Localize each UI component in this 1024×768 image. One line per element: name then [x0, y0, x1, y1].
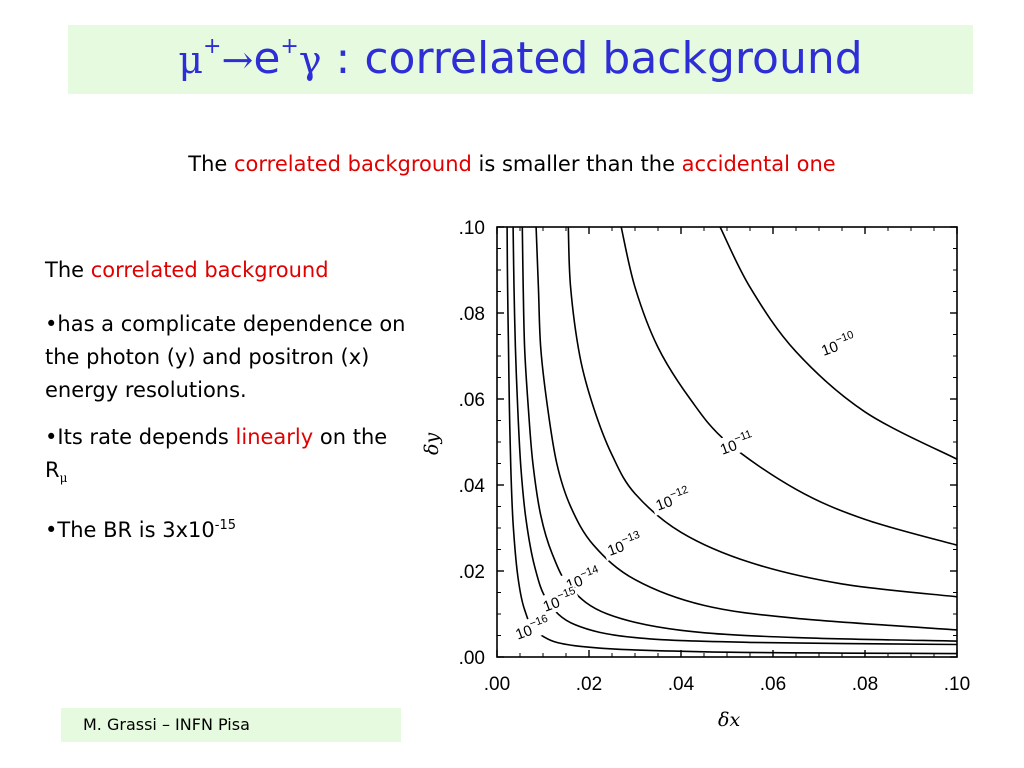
contour-label-base: 10	[541, 594, 562, 616]
x-tick-label: .02	[576, 674, 602, 695]
bullet2-highlight: linearly	[235, 425, 314, 449]
contour-label-bg	[713, 427, 758, 461]
slide-title: μ+→e+γ : correlated background	[68, 31, 973, 88]
x-axis-ticks: .00 .02 .04 .06 .08 .10	[484, 227, 970, 695]
y-tick-label: .02	[459, 562, 485, 583]
left-text-block: The correlated background •has a complic…	[45, 255, 410, 561]
title-mu: μ	[178, 38, 204, 82]
contour-label-bg	[508, 612, 553, 645]
y-axis-label: δy	[421, 433, 443, 455]
contour-lines	[506, 226, 958, 655]
bullet2-text-a: •Its rate depends	[45, 425, 236, 449]
contour-line	[567, 226, 958, 598]
x-tick-label: .10	[944, 674, 970, 695]
contour-label-exponent: −11	[733, 428, 754, 445]
subtitle-part-1: The	[188, 152, 235, 176]
contour-label: 10−10	[814, 328, 859, 362]
bullet2-text-c: on the R	[45, 425, 388, 482]
bullet-branching-ratio: •The BR is 3x10-15	[45, 509, 410, 547]
x-tick-label: .06	[760, 674, 786, 695]
contour-label-bg	[536, 584, 581, 618]
bullet3-exponent: -15	[214, 518, 236, 534]
contour-line	[506, 226, 958, 655]
contour-label: 10−11	[713, 427, 758, 461]
contour-line	[512, 226, 958, 646]
title-arrow: →	[221, 38, 254, 82]
title-gamma: γ	[298, 38, 322, 82]
contour-line	[521, 226, 958, 642]
contour-label: 10−16	[508, 612, 553, 645]
contour-line	[719, 226, 958, 460]
contour-label-base: 10	[654, 493, 675, 515]
title-e: e	[253, 33, 281, 84]
y-axis-ticks: .00 .02 .04 .06 .08 .10	[459, 218, 957, 669]
contour-label: 10−12	[648, 483, 694, 516]
title-rest: : correlated background	[321, 33, 863, 84]
title-banner: μ+→e+γ : correlated background	[68, 25, 973, 94]
contour-label-base: 10	[605, 538, 626, 560]
intro-highlight: correlated background	[90, 258, 329, 282]
x-tick-label: .00	[484, 674, 510, 695]
subtitle-part-3: is smaller than the	[471, 152, 682, 176]
contour-label-bg	[600, 528, 645, 562]
y-tick-label: .08	[459, 304, 485, 325]
contour-label: 10−13	[600, 528, 645, 562]
y-tick-label: .10	[459, 218, 485, 239]
x-tick-label: .04	[668, 674, 695, 695]
bullet-complicate-dependence: •has a complicate dependence on the phot…	[45, 312, 406, 402]
x-axis-label: δx	[718, 709, 740, 731]
y-tick-label: .00	[459, 648, 485, 669]
contour-label-base: 10	[819, 338, 840, 360]
contour-label-bg	[648, 483, 694, 516]
bullet-rate-linear: •Its rate depends linearly on the Rμ	[45, 421, 410, 495]
contour-line	[535, 226, 958, 631]
contour-label: 10−15	[536, 584, 581, 618]
contour-label-text: 10−11	[717, 428, 756, 459]
slide-subtitle: The correlated background is smaller tha…	[0, 152, 1024, 176]
bullet2-subscript-mu: μ	[59, 471, 68, 486]
contour-label-base: 10	[513, 622, 534, 644]
contour-label-bg	[814, 328, 859, 362]
footer-banner: M. Grassi – INFN Pisa	[61, 708, 401, 742]
y-tick-label: .04	[459, 476, 486, 497]
intro-text: The	[45, 258, 91, 282]
title-plus-1: +	[203, 34, 222, 60]
intro-paragraph: The correlated background	[45, 255, 410, 286]
subtitle-highlight-accidental: accidental one	[681, 152, 836, 176]
subtitle-highlight-correlated: correlated background	[234, 152, 472, 176]
title-plus-2: +	[280, 34, 299, 60]
contour-line	[620, 226, 958, 546]
bullet3-text: •The BR is 3x10	[45, 518, 215, 543]
x-tick-label: .08	[852, 674, 878, 695]
y-tick-label: .06	[459, 390, 485, 411]
contour-label-base: 10	[718, 437, 739, 459]
footer-author: M. Grassi – INFN Pisa	[83, 715, 250, 734]
